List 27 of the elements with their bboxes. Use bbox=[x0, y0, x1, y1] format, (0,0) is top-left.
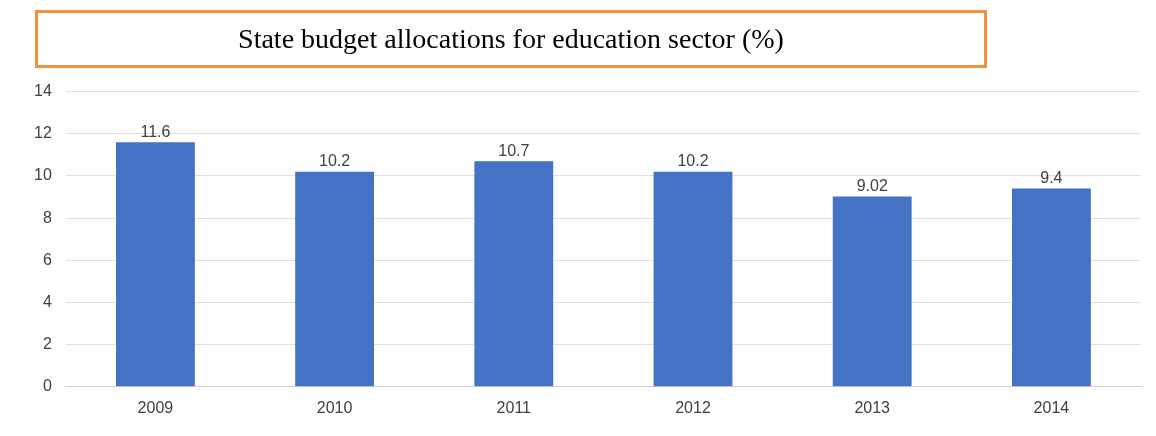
y-tick-label: 4 bbox=[42, 292, 52, 310]
x-tick-label: 2014 bbox=[1033, 398, 1070, 416]
y-tick-label: 2 bbox=[42, 335, 52, 353]
y-tick-label: 14 bbox=[34, 82, 52, 100]
data-label: 10.7 bbox=[498, 141, 530, 159]
y-tick-label: 10 bbox=[34, 166, 52, 184]
bar bbox=[832, 196, 912, 387]
x-tick-label: 2010 bbox=[316, 398, 353, 416]
bar bbox=[115, 142, 195, 387]
y-tick-label: 0 bbox=[42, 377, 52, 395]
x-tick-label: 2009 bbox=[137, 398, 174, 416]
data-label: 9.02 bbox=[856, 177, 888, 195]
data-label: 10.2 bbox=[677, 152, 709, 170]
bar bbox=[474, 161, 554, 387]
x-tick-label: 2011 bbox=[496, 398, 532, 416]
y-tick-label: 8 bbox=[42, 208, 52, 226]
data-label: 10.2 bbox=[319, 152, 351, 170]
chart-title: State budget allocations for education sector (%) bbox=[35, 10, 987, 68]
y-tick-label: 12 bbox=[34, 124, 52, 142]
data-label: 11.6 bbox=[140, 122, 171, 140]
bar bbox=[1011, 188, 1091, 387]
data-label: 9.4 bbox=[1040, 169, 1063, 186]
bar bbox=[295, 171, 375, 387]
y-tick-label: 6 bbox=[42, 250, 52, 268]
x-tick-label: 2013 bbox=[854, 398, 891, 416]
x-tick-label: 2012 bbox=[675, 398, 711, 416]
bar bbox=[653, 171, 733, 387]
